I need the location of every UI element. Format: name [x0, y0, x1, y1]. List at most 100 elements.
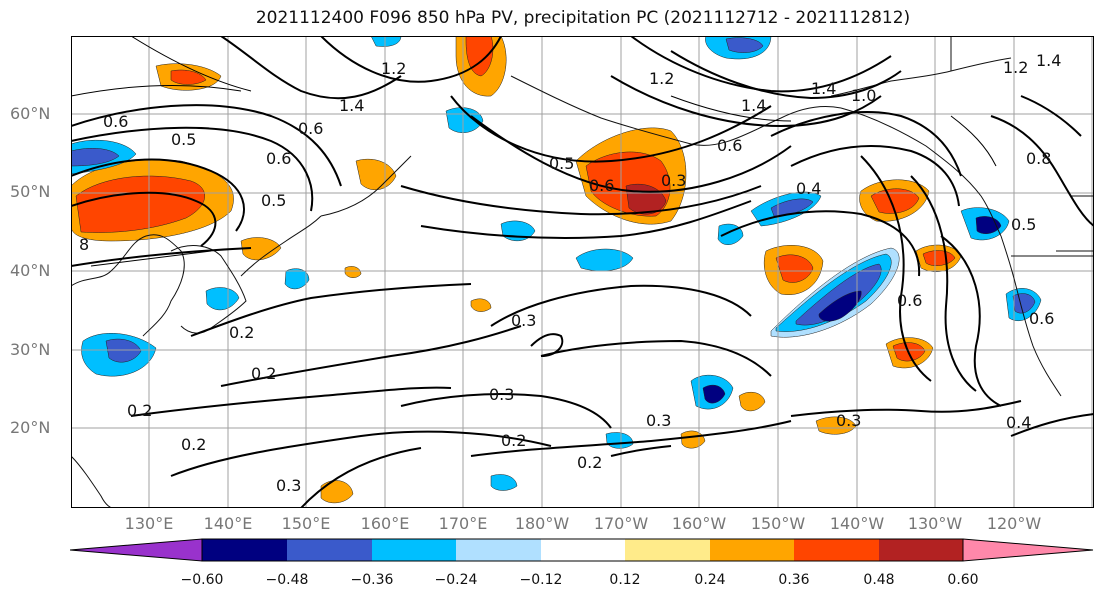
lon-label-120w: 120°W — [986, 514, 1042, 533]
svg-text:0.2: 0.2 — [251, 364, 276, 383]
shade-red-west — [75, 175, 205, 233]
svg-text:0.2: 0.2 — [229, 323, 254, 342]
colorbar-tick-6: 0.12 — [609, 572, 641, 588]
lon-label-170w: 170°W — [593, 514, 649, 533]
shade-red-140w — [870, 188, 920, 214]
lon-label-140e: 140°E — [203, 514, 253, 533]
shade-orange-155w — [738, 391, 766, 412]
svg-text:0.6: 0.6 — [1029, 309, 1054, 328]
colorbar-tick-1: −0.60 — [180, 572, 224, 588]
shade-orange-140w20n — [815, 416, 857, 435]
shade-red-150w — [775, 254, 814, 283]
svg-text:0.6: 0.6 — [589, 176, 614, 195]
colorbar-bin-7 — [710, 539, 794, 561]
lon-label-130w: 130°W — [907, 514, 963, 533]
colorbar-tick-3: −0.36 — [350, 572, 394, 588]
svg-text:0.3: 0.3 — [646, 411, 671, 430]
svg-text:0.3: 0.3 — [836, 411, 861, 430]
shade-orange-160e — [355, 158, 397, 191]
svg-text:0.4: 0.4 — [796, 179, 821, 198]
svg-text:0.3: 0.3 — [661, 171, 686, 190]
svg-text:0.2: 0.2 — [181, 435, 206, 454]
svg-text:0.6: 0.6 — [717, 136, 742, 155]
svg-text:1.4: 1.4 — [811, 79, 836, 98]
lon-label-130e: 130°E — [124, 514, 174, 533]
lon-label-160w: 160°W — [671, 514, 727, 533]
map-border — [71, 36, 1094, 508]
colorbar-extend-high — [962, 538, 1094, 562]
shade-cyan-japan30 — [205, 287, 240, 311]
shade-orange-japan — [240, 237, 282, 261]
colorbar-extend-low — [70, 538, 203, 562]
svg-text:0.2: 0.2 — [127, 401, 152, 420]
lat-label-60n: 60°N — [10, 104, 51, 123]
shade-cyan-160e20n — [490, 474, 518, 491]
colorbar-bin-8 — [794, 539, 879, 561]
svg-text:1.2: 1.2 — [649, 69, 674, 88]
svg-text:0.5: 0.5 — [261, 191, 286, 210]
colorbar-tick-8: 0.36 — [778, 572, 810, 588]
colorbar-bin-3 — [372, 539, 456, 561]
lon-label-170e: 170°E — [438, 514, 488, 533]
lon-label-180w: 180°W — [514, 514, 570, 533]
shade-cyan-160e40n — [284, 268, 310, 290]
svg-text:1.2: 1.2 — [381, 59, 406, 78]
shade-red-nw — [170, 69, 207, 85]
shade-blue-w30n — [105, 338, 142, 363]
contour-labels: 0.6 0.5 1.2 1.4 0.6 0.5 0.6 0.5 0.6 0.3 … — [79, 51, 1061, 495]
colorbar-tick-9: 0.48 — [863, 572, 895, 588]
svg-text:1.0: 1.0 — [851, 86, 876, 105]
svg-text:0.3: 0.3 — [489, 385, 514, 404]
lon-label-150w: 150°W — [750, 514, 806, 533]
shade-blue-120w — [1012, 293, 1036, 314]
lon-label-160e: 160°E — [360, 514, 410, 533]
svg-text:1.2: 1.2 — [1003, 58, 1028, 77]
lon-label-140w: 140°W — [829, 514, 885, 533]
svg-text:1.4: 1.4 — [741, 96, 766, 115]
svg-text:0.2: 0.2 — [501, 431, 526, 450]
svg-text:0.6: 0.6 — [897, 291, 922, 310]
shade-cyan-170w40n — [575, 248, 634, 272]
colorbar-bin-4 — [456, 539, 541, 561]
svg-text:0.4: 0.4 — [1006, 413, 1031, 432]
colorbar — [70, 538, 1094, 562]
colorbar-tick-10: 0.60 — [947, 572, 979, 588]
colorbar-tick-7: 0.24 — [694, 572, 726, 588]
chart-title: 2021112400 F096 850 hPa PV, precipitatio… — [255, 8, 911, 28]
shade-blue-top-e — [725, 37, 764, 53]
lat-label-20n: 20°N — [10, 418, 51, 437]
svg-text:0.3: 0.3 — [511, 311, 536, 330]
svg-text:0.2: 0.2 — [577, 453, 602, 472]
svg-text:0.5: 0.5 — [171, 130, 196, 149]
lat-label-30n: 30°N — [10, 340, 51, 359]
lat-label-50n: 50°N — [10, 182, 51, 201]
colorbar-tick-2: −0.48 — [265, 572, 309, 588]
pv-contours — [71, 36, 1094, 508]
colorbar-bin-2 — [287, 539, 372, 561]
map-panel: 0.6 0.5 1.2 1.4 0.6 0.5 0.6 0.5 0.6 0.3 … — [71, 36, 1094, 508]
colorbar-bin-5 — [541, 539, 625, 561]
lon-label-150e: 150°E — [281, 514, 331, 533]
svg-text:1.4: 1.4 — [339, 96, 364, 115]
svg-text:1.4: 1.4 — [1036, 51, 1061, 70]
shade-red-top — [465, 36, 494, 77]
shade-blue-streak — [795, 263, 882, 326]
colorbar-bin-9 — [879, 539, 963, 561]
colorbar-tick-5: −0.12 — [519, 572, 563, 588]
svg-text:0.3: 0.3 — [276, 476, 301, 495]
pv-contours-thin — [71, 36, 997, 267]
precip-shading — [71, 36, 1042, 504]
shade-navy-160w — [702, 384, 726, 404]
svg-text:0.6: 0.6 — [266, 149, 291, 168]
svg-text:0.5: 0.5 — [1011, 215, 1036, 234]
colorbar-bin-6 — [625, 539, 710, 561]
svg-text:0.6: 0.6 — [103, 112, 128, 131]
svg-text:8: 8 — [79, 235, 89, 254]
shade-orange-165e40n — [344, 266, 362, 278]
lat-label-40n: 40°N — [10, 261, 51, 280]
svg-text:0.6: 0.6 — [298, 119, 323, 138]
colorbar-bin-1 — [202, 539, 287, 561]
shade-navy-streak — [818, 290, 862, 322]
svg-text:0.5: 0.5 — [549, 154, 574, 173]
svg-text:0.8: 0.8 — [1026, 149, 1051, 168]
